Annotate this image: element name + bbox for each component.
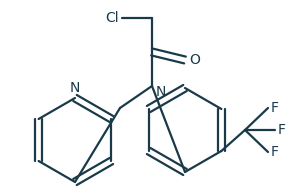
Text: F: F — [271, 145, 279, 159]
Text: O: O — [189, 53, 200, 67]
Text: F: F — [271, 101, 279, 115]
Text: F: F — [278, 123, 286, 137]
Text: N: N — [70, 81, 80, 95]
Text: N: N — [156, 85, 166, 99]
Text: Cl: Cl — [105, 11, 119, 25]
